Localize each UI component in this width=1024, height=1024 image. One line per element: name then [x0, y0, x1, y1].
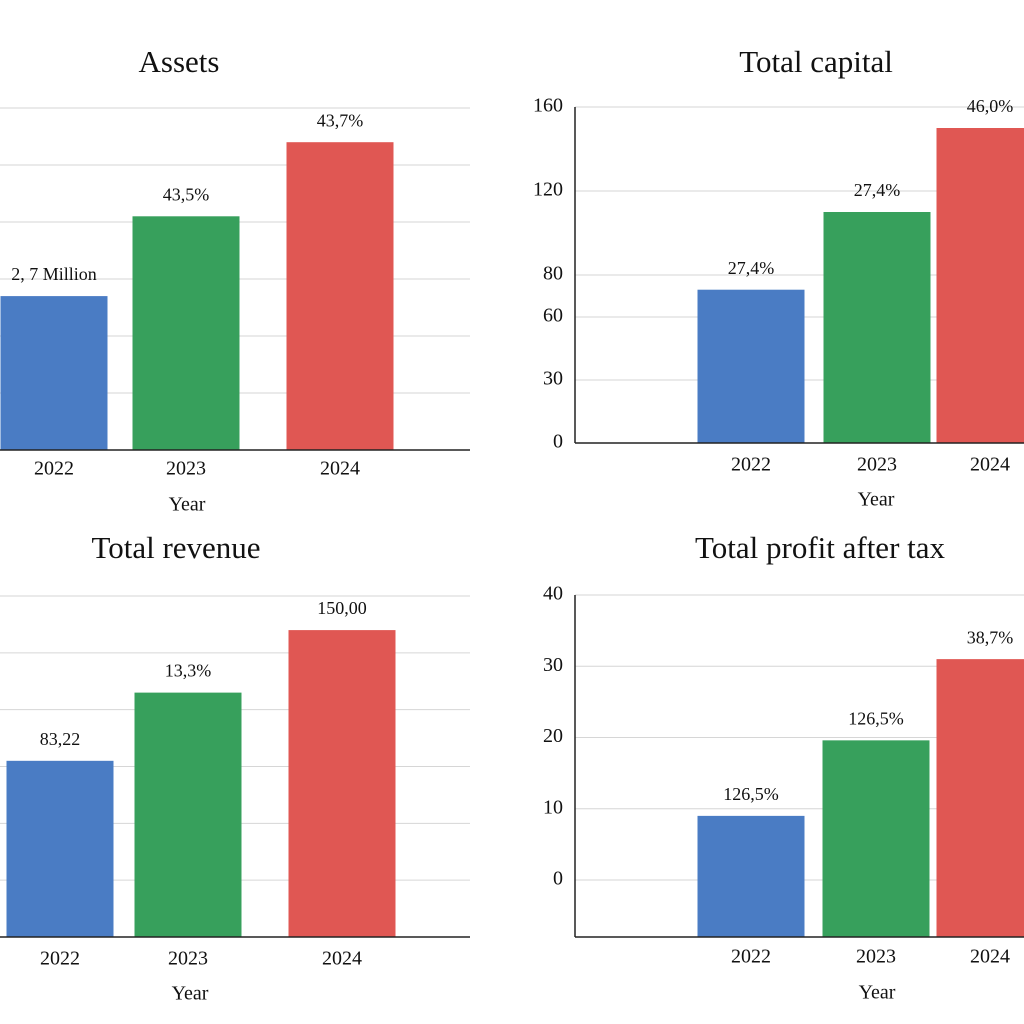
value-label: 126,5% [723, 784, 779, 804]
y-tick-label: 60 [543, 305, 563, 327]
value-label: 43,5% [163, 184, 210, 204]
value-label: 83,22 [40, 729, 81, 749]
y-tick-label: 0 [553, 868, 563, 890]
value-label: 46,0% [967, 96, 1014, 116]
bar [288, 630, 396, 937]
x-tick-label: 2022 [731, 454, 771, 476]
x-tick-label: 2023 [856, 946, 896, 968]
bar [132, 216, 240, 450]
bar [823, 212, 931, 443]
bar [134, 692, 242, 937]
x-axis-label: Year [172, 983, 209, 1005]
y-tick-label: 80 [543, 263, 563, 285]
value-label: 27,4% [854, 180, 901, 200]
y-tick-label: 10 [543, 796, 563, 818]
x-tick-label: 2024 [322, 948, 362, 970]
y-tick-label: 30 [543, 654, 563, 676]
chart-title: Total revenue [91, 530, 260, 565]
x-tick-label: 2024 [970, 946, 1010, 968]
x-tick-label: 2022 [731, 946, 771, 968]
y-tick-label: 20 [543, 725, 563, 747]
value-label: 2, 7 Million [11, 264, 97, 284]
y-tick-label: 160 [533, 95, 563, 117]
value-label: 43,7% [317, 110, 364, 130]
value-label: 27,4% [728, 258, 775, 278]
x-tick-label: 2024 [970, 454, 1010, 476]
bar [936, 659, 1024, 937]
x-axis-label: Year [858, 489, 895, 511]
bar [286, 142, 394, 450]
value-label: 38,7% [967, 627, 1014, 647]
y-tick-label: 0 [553, 431, 563, 453]
bar [0, 296, 108, 450]
bar [697, 815, 805, 937]
x-tick-label: 2022 [34, 458, 74, 480]
chart-title: Total profit after tax [695, 530, 946, 565]
value-label: 126,5% [848, 708, 904, 728]
x-tick-label: 2024 [320, 458, 360, 480]
y-tick-label: 120 [533, 179, 563, 201]
chart-title: Assets [139, 44, 220, 79]
x-tick-label: 2023 [857, 454, 897, 476]
bar [822, 740, 930, 937]
bar [6, 760, 114, 937]
x-tick-label: 2023 [166, 458, 206, 480]
x-axis-label: Year [169, 494, 206, 516]
chart-title: Total capital [739, 44, 893, 79]
x-tick-label: 2023 [168, 948, 208, 970]
bar [697, 289, 805, 443]
y-tick-label: 30 [543, 368, 563, 390]
bar [936, 128, 1024, 443]
x-tick-label: 2022 [40, 948, 80, 970]
value-label: 150,00 [317, 598, 367, 618]
x-axis-label: Year [859, 982, 896, 1004]
y-tick-label: 40 [543, 583, 563, 605]
value-label: 13,3% [165, 661, 212, 681]
